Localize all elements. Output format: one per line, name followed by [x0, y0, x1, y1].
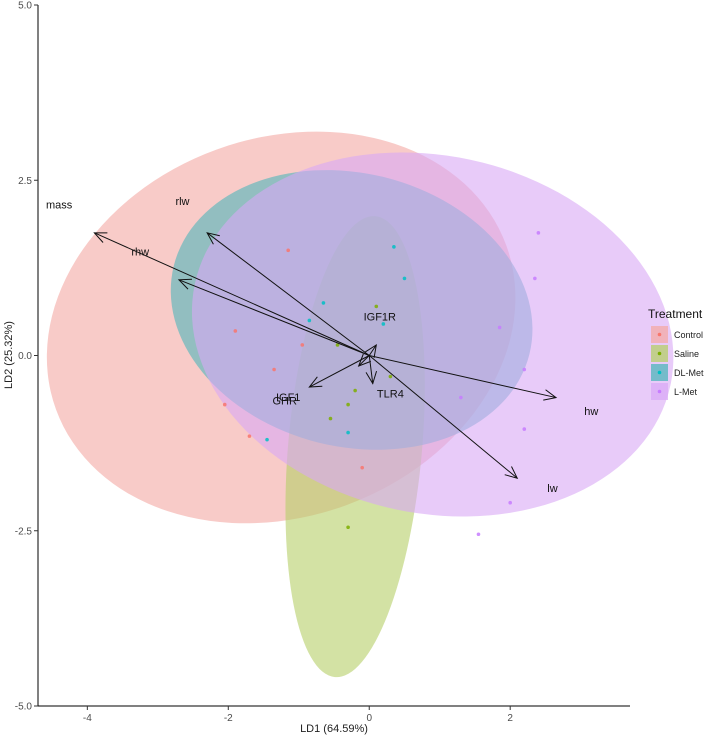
point-dl-met [346, 430, 350, 435]
loading-arrow-mass [94, 232, 370, 356]
legend-label-dl-met: DL-Met [674, 368, 704, 378]
loading-arrow-ghr [309, 355, 370, 388]
point-dl-met [381, 322, 386, 326]
point-control [360, 465, 364, 470]
point-l-met [476, 532, 481, 537]
loading-arrow-layer: mass rlw rhw IGF1R GHR TLR4 IGF1 hw lw [46, 196, 598, 495]
point-l-met [497, 325, 502, 330]
arrowhead-hw [543, 389, 558, 401]
point-l-met [508, 500, 512, 505]
loading-arrow-igf1 [358, 355, 370, 367]
x-axis-title: LD1 (64.59%) [300, 723, 368, 735]
legend-dot-dl-met [657, 370, 662, 375]
arrowhead-rhw [177, 278, 192, 290]
point-saline [335, 343, 340, 347]
point-saline [374, 304, 379, 309]
x-tick-label: -4 [83, 713, 92, 724]
arrowhead-igf1r [365, 343, 377, 358]
point-l-met [533, 276, 537, 281]
arrowhead-rlw [206, 232, 220, 245]
point-dl-met [402, 276, 407, 281]
point-control [300, 343, 305, 347]
y-tick-label: 0.0 [18, 351, 32, 362]
point-dl-met [321, 301, 326, 305]
loading-arrow-rhw [178, 279, 370, 356]
point-saline [346, 525, 350, 530]
loading-label-tlr4: TLR4 [377, 389, 404, 401]
y-tick-label: 5.0 [18, 1, 32, 12]
point-saline [346, 402, 350, 407]
point-saline [353, 388, 357, 393]
loading-label-mass: mass [46, 199, 73, 211]
point-dl-met [392, 245, 396, 249]
loading-arrow-hw [369, 355, 557, 399]
legend-dot-l-met [657, 389, 662, 394]
point-control [233, 329, 238, 333]
ellipse-l-met [191, 152, 674, 517]
arrowhead-mass [93, 232, 108, 243]
point-control [247, 434, 252, 438]
point-control [272, 367, 276, 372]
point-dl-met [265, 437, 269, 442]
loading-label-hw: hw [584, 406, 598, 418]
legend-title: Treatment [648, 307, 703, 321]
y-tick-label: 2.5 [18, 176, 32, 187]
y-axis-title: LD2 (25.32%) [3, 321, 15, 389]
point-l-met [522, 427, 527, 431]
y-tick-label: -2.5 [15, 526, 33, 537]
tick-layer: -4 -2 0 2 -5.0 -2.5 0.0 2.5 5.0 [15, 1, 514, 725]
arrowhead-tlr4 [365, 370, 378, 385]
legend-label-saline: Saline [674, 349, 699, 359]
legend-dot-control [657, 332, 662, 337]
ellipse-layer [46, 131, 674, 678]
loading-label-rlw: rlw [175, 196, 189, 208]
point-dl-met [307, 318, 312, 323]
legend-label-control: Control [674, 330, 703, 340]
x-tick-label: 2 [507, 713, 513, 724]
arrowhead-igf1 [357, 353, 371, 367]
loading-label-igf1: IGF1 [276, 392, 300, 404]
point-control [222, 402, 227, 407]
loading-arrow-igf1r [368, 344, 377, 356]
arrowhead-lw [504, 466, 519, 479]
point-layer [222, 231, 541, 537]
point-l-met [522, 367, 527, 372]
point-saline [388, 374, 393, 379]
point-saline [328, 416, 333, 421]
x-tick-label: 0 [366, 713, 372, 724]
loading-label-igf1r: IGF1R [364, 311, 396, 323]
loading-label-lw: lw [547, 483, 557, 495]
legend: Treatment Control Saline DL-Met L-Met [648, 307, 704, 400]
loading-arrow-tlr4 [368, 355, 374, 384]
loading-arrow-rlw [206, 232, 370, 356]
loading-arrow-lw [368, 355, 518, 479]
loading-label-rhw: rhw [131, 246, 149, 258]
loading-label-ghr: GHR [272, 396, 297, 408]
legend-label-l-met: L-Met [674, 387, 698, 397]
y-tick-label: -5.0 [15, 702, 33, 713]
x-tick-label: -2 [224, 713, 233, 724]
arrowhead-ghr [308, 376, 323, 388]
point-l-met [536, 231, 541, 235]
legend-dot-saline [657, 351, 662, 356]
point-control [286, 248, 290, 253]
point-l-met [459, 395, 463, 400]
